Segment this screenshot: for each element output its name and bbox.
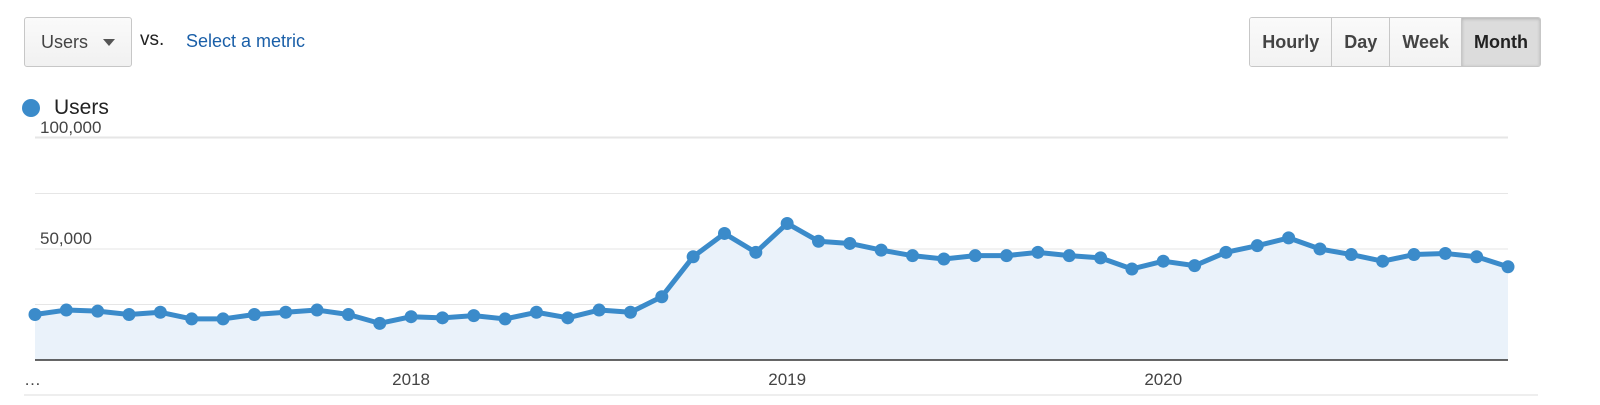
data-point [686,250,700,264]
y-tick-label: 50,000 [40,229,92,248]
chevron-down-icon [103,39,115,46]
data-point [1156,254,1170,268]
data-point [1470,250,1484,264]
data-point [1219,245,1233,259]
period-hourly-button[interactable]: Hourly [1250,18,1332,66]
data-point [216,312,230,326]
data-point [1094,251,1108,265]
data-point [561,311,575,325]
data-point [780,216,794,230]
data-point [937,252,951,266]
data-point [812,234,826,248]
data-point [1000,249,1014,263]
data-point [906,249,920,263]
data-point [91,304,105,318]
data-point [247,307,261,321]
x-tick-label: … [24,370,41,389]
data-point [435,311,449,325]
data-point [655,290,669,304]
data-point [1501,260,1515,274]
data-point [1407,248,1421,262]
period-day-button[interactable]: Day [1331,18,1390,66]
legend-series-name: Users [54,96,109,119]
data-point [843,236,857,250]
data-point [59,303,73,317]
series-area [35,223,1508,360]
period-month-button[interactable]: Month [1461,18,1540,66]
data-point [185,312,199,326]
y-tick-label: 100,000 [40,118,101,137]
data-point [404,310,418,324]
data-point [373,316,387,330]
period-toggle-group: Hourly Day Week Month [1249,17,1541,67]
data-point [28,307,42,321]
vs-label: vs. [140,29,165,50]
data-point [1282,231,1296,245]
x-tick-label: 2019 [768,370,806,389]
data-point [1188,259,1202,273]
data-point [153,305,167,319]
data-point [1062,249,1076,263]
data-point [310,303,324,317]
data-point [1313,242,1327,256]
data-point [279,305,293,319]
data-point [1031,245,1045,259]
data-point [749,245,763,259]
data-point [592,303,606,317]
select-metric-link[interactable]: Select a metric [186,31,306,51]
data-point [717,226,731,240]
data-point [467,309,481,323]
metric-select-label: Users [41,31,89,52]
chart-legend: Users [22,96,109,120]
x-tick-label: 2020 [1144,370,1182,389]
data-point [623,305,637,319]
data-point [968,249,982,263]
legend-dot-icon [22,99,40,117]
data-point [1376,254,1390,268]
period-week-button[interactable]: Week [1389,18,1462,66]
metric-select[interactable]: Users [24,17,132,67]
x-tick-label: 2018 [392,370,430,389]
data-point [341,307,355,321]
data-point [874,243,888,257]
data-point [122,307,136,321]
data-point [498,312,512,326]
data-point [529,305,543,319]
data-point [1438,246,1452,260]
data-point [1125,262,1139,276]
data-point [1250,239,1264,253]
data-point [1344,248,1358,262]
